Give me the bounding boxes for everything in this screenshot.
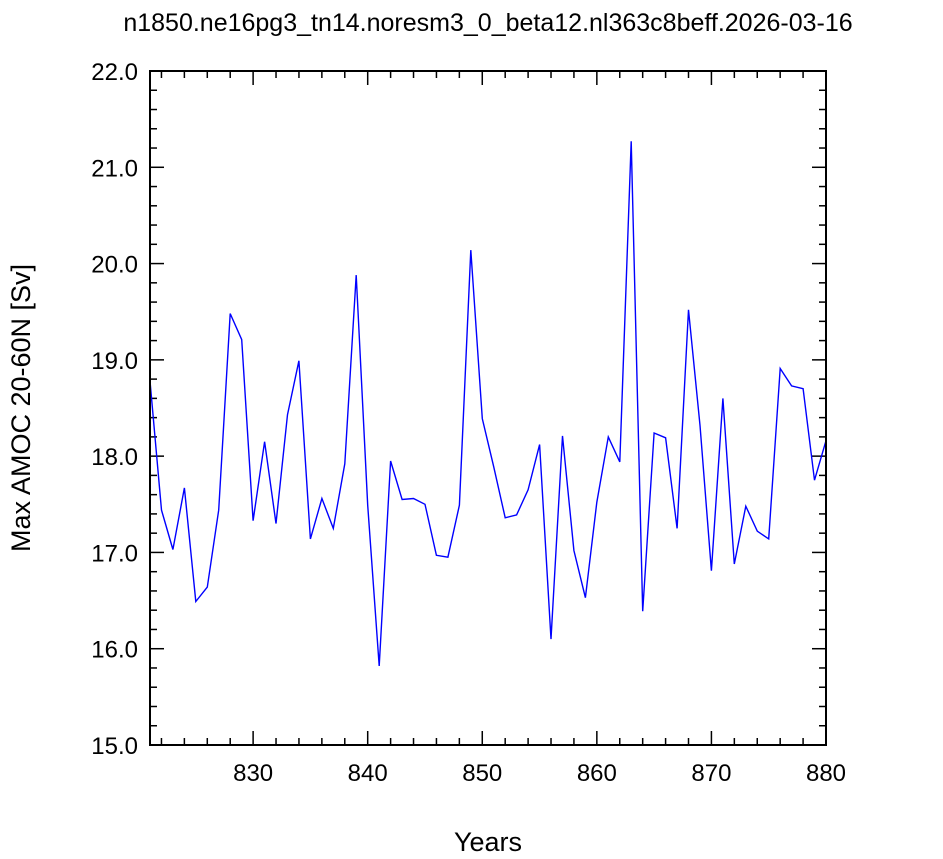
y-tick-label: 19.0 xyxy=(91,348,138,375)
x-tick-label: 860 xyxy=(577,760,617,787)
plot-area xyxy=(149,141,827,667)
y-tick-label: 17.0 xyxy=(91,540,138,567)
y-tick-label: 20.0 xyxy=(91,252,138,279)
axis-ticks xyxy=(150,70,827,746)
tick-labels: 830 840 850 860 870 880 15.0 16.0 17.0 18.0 19.0 20… xyxy=(91,59,846,787)
series-line xyxy=(149,141,827,667)
plot-frame xyxy=(149,70,827,746)
x-tick-label: 830 xyxy=(233,760,273,787)
x-tick-label: 840 xyxy=(348,760,388,787)
y-axis-title: Max AMOC 20-60N [Sv] xyxy=(6,264,36,552)
y-tick-label: 21.0 xyxy=(91,155,138,182)
x-tick-label: 850 xyxy=(462,760,502,787)
x-tick-label: 870 xyxy=(691,760,731,787)
y-tick-label: 16.0 xyxy=(91,637,138,664)
chart-title: n1850.ne16pg3_tn14.noresm3_0_beta12.nl36… xyxy=(123,9,852,37)
y-tick-label: 18.0 xyxy=(91,444,138,471)
y-tick-label: 22.0 xyxy=(91,59,138,86)
x-tick-label: 880 xyxy=(806,760,846,787)
y-tick-label: 15.0 xyxy=(91,733,138,760)
x-axis-title: Years xyxy=(454,827,522,857)
